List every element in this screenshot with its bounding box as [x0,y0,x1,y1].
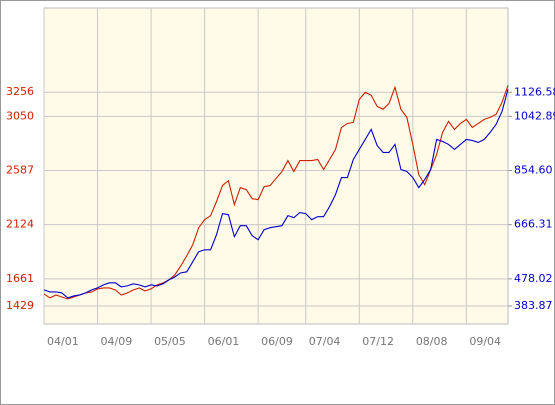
x-tick-label: 07/12 [362,335,394,348]
plot-area [43,7,509,325]
y-tick-label: 3256 [6,85,34,98]
y-tick-label: 2587 [6,164,34,177]
x-tick-label: 04/09 [101,335,133,348]
y2-tick-label: 383.87 [514,299,553,312]
x-tick-label: 04/01 [47,335,79,348]
y-tick-label: 2124 [6,218,34,231]
y-tick-label: 1429 [6,299,34,312]
y2-tick-label: 666.31 [514,218,553,231]
x-tick-label: 05/05 [154,335,186,348]
x-tick-label: 08/08 [416,335,448,348]
x-tick-label: 09/04 [469,335,501,348]
x-tick-label: 06/09 [261,335,293,348]
y2-tick-label: 478.02 [514,272,553,285]
x-tick-label: 07/04 [309,335,341,348]
y2-tick-label: 854.60 [514,164,553,177]
y2-tick-label: 1042.89 [514,109,555,122]
y-tick-label: 1661 [6,272,34,285]
x-tick-label: 06/01 [208,335,240,348]
y2-tick-label: 1126.58 [514,85,555,98]
y-tick-label: 3050 [6,109,34,122]
series-line [43,89,509,299]
